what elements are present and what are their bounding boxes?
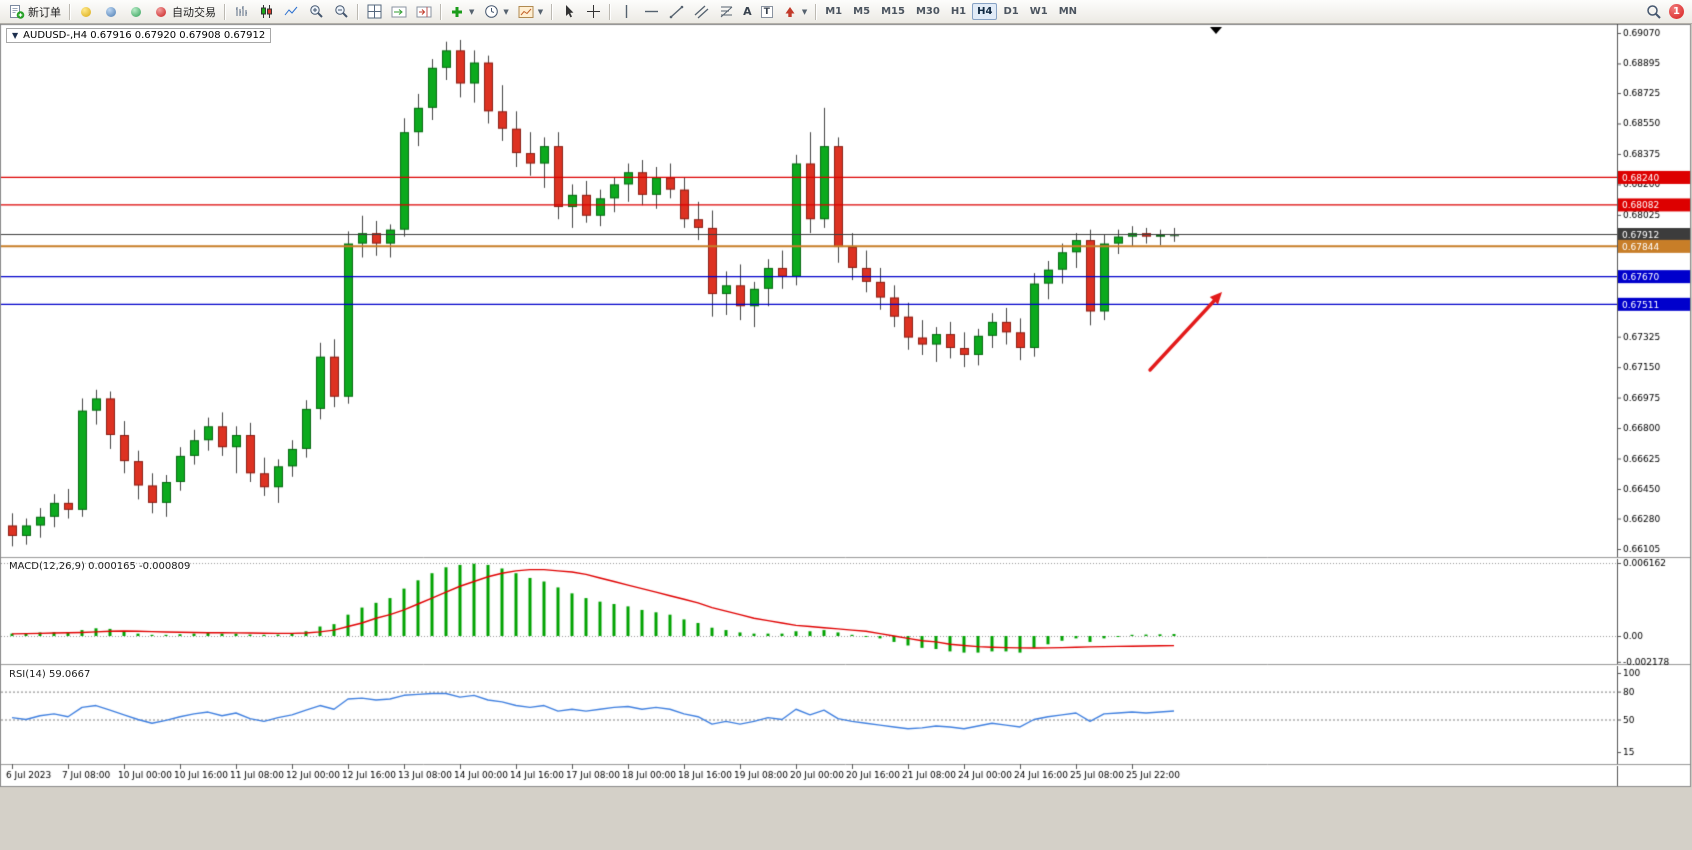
macd-indicator-label: MACD(12,26,9) 0.000165 -0.000809 <box>9 561 191 572</box>
autotrading-button[interactable]: 自动交易 <box>149 1 220 23</box>
trendline-button[interactable] <box>664 1 688 23</box>
fibonacci-icon <box>718 4 734 20</box>
toolbar-separator <box>69 3 70 20</box>
label-tool-button[interactable]: T <box>757 1 777 23</box>
periods-button[interactable]: ▼ <box>479 1 512 23</box>
chevron-down-icon: ▼ <box>537 7 544 16</box>
line-chart-icon <box>283 4 299 20</box>
toolbar-right-group: 1 <box>1646 4 1687 20</box>
new-order-icon <box>9 4 25 20</box>
template-icon <box>518 4 534 20</box>
alerts-button[interactable] <box>74 1 98 23</box>
chevron-down-icon: ▼ <box>503 7 509 16</box>
timeframe-m15-button[interactable]: M15 <box>881 6 905 17</box>
chart-shift-icon <box>416 4 432 20</box>
chart-canvas[interactable] <box>0 24 1692 850</box>
trendline-icon <box>668 4 684 20</box>
horizontal-line-button[interactable] <box>639 1 663 23</box>
vertical-line-icon <box>618 4 634 20</box>
toolbar-separator <box>609 3 611 20</box>
bell-icon <box>78 4 94 20</box>
chart-window: ▼ AUDUSD-,H4 0.67916 0.67920 0.67908 0.6… <box>0 24 1692 850</box>
crosshair-button[interactable] <box>581 1 605 23</box>
arrow-shape-icon <box>782 4 798 20</box>
toolbar-separator <box>357 3 358 20</box>
crosshair-icon <box>585 4 601 20</box>
timeframe-m30-button[interactable]: M30 <box>915 6 940 17</box>
zoom-out-icon <box>333 4 349 20</box>
timeframe-w1-button[interactable]: W1 <box>1029 6 1048 17</box>
line-chart-button[interactable] <box>279 1 303 23</box>
timeframe-m1-button[interactable]: M1 <box>825 6 843 17</box>
timeframe-d1-button[interactable]: D1 <box>1003 6 1019 17</box>
timeframe-m5-button[interactable]: M5 <box>853 6 871 17</box>
indicators-button[interactable]: ▼ <box>445 1 478 23</box>
candlestick-button[interactable] <box>254 1 278 23</box>
cursor-button[interactable] <box>556 1 580 23</box>
auto-scroll-button[interactable] <box>387 1 411 23</box>
autotrading-status-icon <box>153 4 169 20</box>
tile-windows-icon <box>366 4 382 20</box>
toolbar-separator <box>815 3 817 20</box>
chevron-down-icon: ▼ <box>469 7 475 16</box>
templates-button[interactable]: ▼ <box>514 1 547 23</box>
chart-ohlc-title: AUDUSD-,H4 0.67916 0.67920 0.67908 0.679… <box>23 30 266 41</box>
notification-badge[interactable]: 1 <box>1669 4 1684 19</box>
search-icon[interactable] <box>1646 4 1662 20</box>
timeframe-h4-button[interactable]: H4 <box>972 3 998 20</box>
user-icon <box>103 4 119 20</box>
tile-windows-button[interactable] <box>362 1 386 23</box>
channel-button[interactable] <box>689 1 713 23</box>
indicators-plus-icon <box>449 4 465 20</box>
candlestick-icon <box>258 4 274 20</box>
cursor-icon <box>560 4 576 20</box>
bar-chart-icon <box>233 4 249 20</box>
new-order-label: 新订单 <box>28 5 61 19</box>
toolbar-separator <box>440 3 441 20</box>
zoom-in-button[interactable] <box>304 1 328 23</box>
one-click-trading-toggle-icon[interactable]: ▼ <box>12 30 19 40</box>
vertical-line-button[interactable] <box>614 1 638 23</box>
timeframe-mn-button[interactable]: MN <box>1058 6 1078 17</box>
toolbar-separator <box>224 3 225 20</box>
globe-icon <box>128 4 144 20</box>
chevron-down-icon: ▼ <box>801 7 808 16</box>
community-button[interactable] <box>99 1 123 23</box>
chart-title-overlay: ▼ AUDUSD-,H4 0.67916 0.67920 0.67908 0.6… <box>6 28 272 43</box>
market-button[interactable] <box>124 1 148 23</box>
new-order-button[interactable]: 新订单 <box>5 1 65 23</box>
arrows-tool-button[interactable]: ▼ <box>778 1 811 23</box>
text-tool-icon: A <box>743 5 752 18</box>
autotrading-label: 自动交易 <box>172 5 216 19</box>
chart-shift-button[interactable] <box>412 1 436 23</box>
horizontal-line-icon <box>643 4 659 20</box>
main-toolbar: 新订单 自动交易 ▼ ▼ ▼ <box>0 0 1692 24</box>
channel-icon <box>693 4 709 20</box>
fibonacci-button[interactable] <box>714 1 738 23</box>
label-tool-icon: T <box>760 5 773 18</box>
zoom-in-icon <box>308 4 324 20</box>
bar-chart-button[interactable] <box>229 1 253 23</box>
toolbar-separator <box>551 3 553 20</box>
rsi-indicator-label: RSI(14) 59.0667 <box>9 669 91 680</box>
timeframe-h1-button[interactable]: H1 <box>950 6 967 17</box>
clock-icon <box>483 4 499 20</box>
text-tool-button[interactable]: A <box>739 1 756 23</box>
auto-scroll-icon <box>391 4 407 20</box>
zoom-out-button[interactable] <box>329 1 353 23</box>
